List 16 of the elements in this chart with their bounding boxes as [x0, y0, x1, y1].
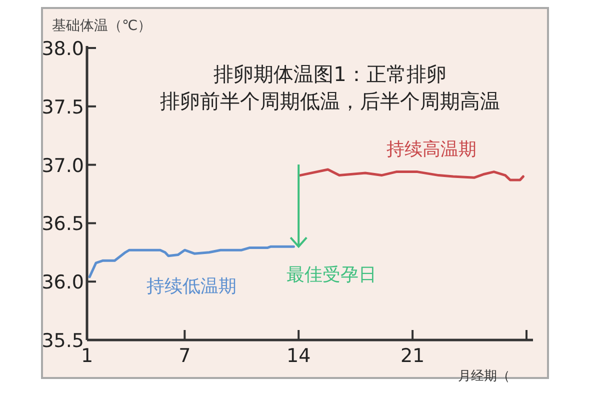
series-label: 持续低温期: [146, 276, 237, 297]
y-tick-label: 38.0: [42, 38, 84, 60]
line-series: [298, 168, 524, 182]
y-tick-label: 36.0: [42, 272, 84, 294]
text: 排卵前半个周期低温，后半个周期高温: [160, 89, 500, 113]
series-label: 持续高温期: [386, 138, 477, 160]
y-tick-label: 37.0: [42, 154, 84, 177]
y-tick-label: 36.5: [42, 213, 84, 236]
x-tick-label: 14: [286, 345, 311, 367]
x-axis-title: 月经期（: [458, 369, 510, 384]
y-axis-title: 基础体温（℃）: [52, 18, 152, 34]
x-tick-label: 21: [400, 345, 425, 367]
y-tick-label: 37.5: [42, 96, 84, 118]
text: 排卵期体温图1：正常排卵: [214, 62, 446, 86]
x-tick-label: 7: [178, 345, 191, 367]
annotation: 最佳受孕日: [286, 264, 377, 286]
